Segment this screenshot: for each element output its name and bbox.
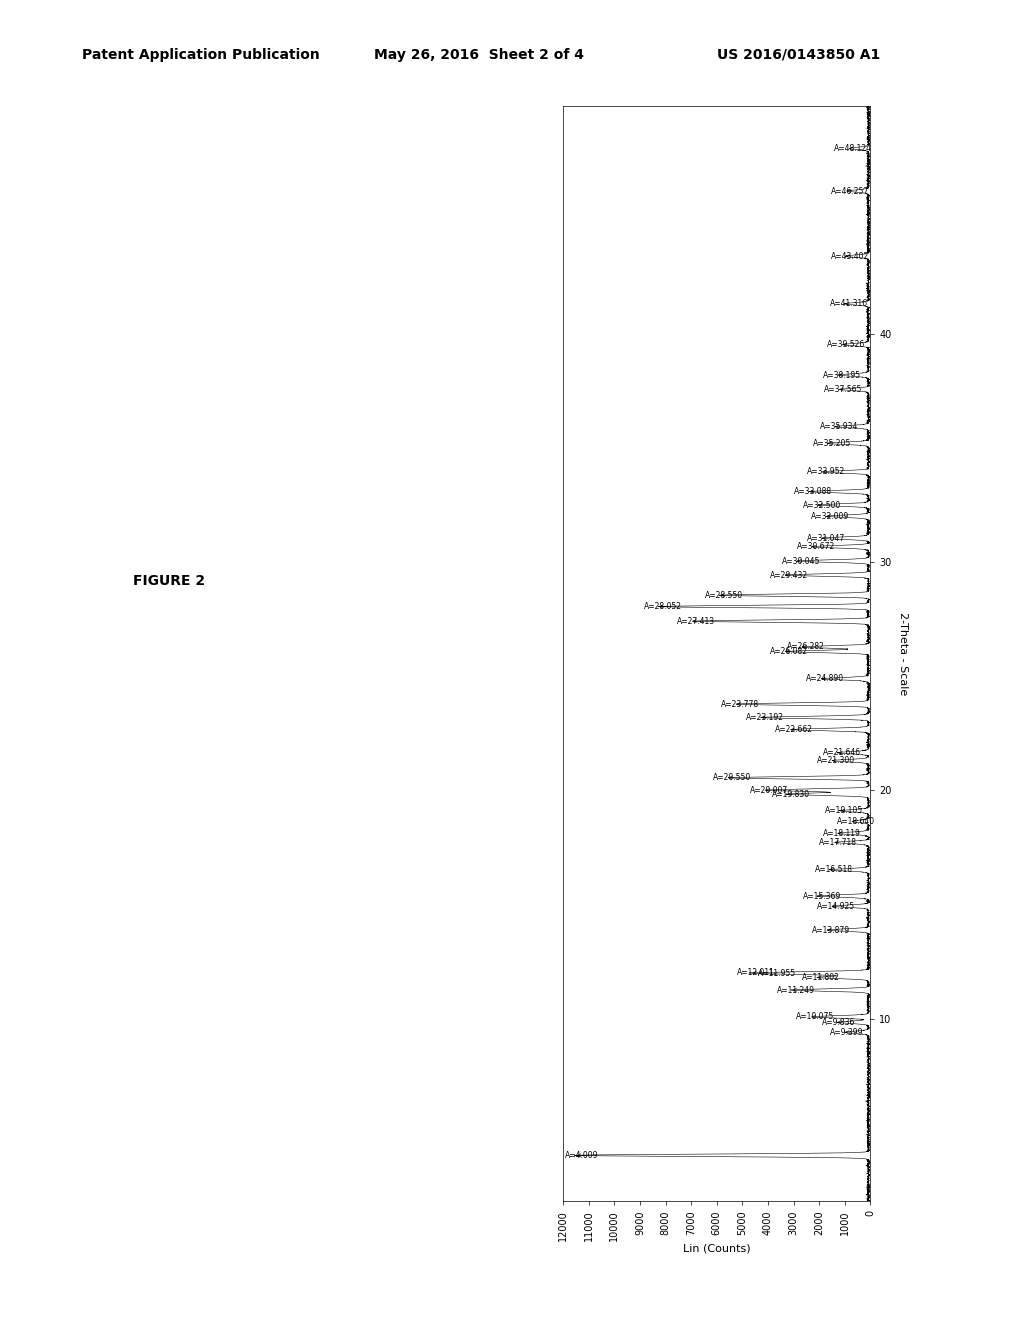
Y-axis label: 2-Theta - Scale: 2-Theta - Scale bbox=[898, 611, 908, 696]
Text: A=24.890: A=24.890 bbox=[806, 675, 844, 684]
Text: A=26.082: A=26.082 bbox=[770, 647, 808, 656]
Text: A=38.195: A=38.195 bbox=[823, 371, 861, 380]
Text: A=20.550: A=20.550 bbox=[713, 774, 751, 783]
Text: A=30.045: A=30.045 bbox=[781, 557, 820, 565]
X-axis label: Lin (Counts): Lin (Counts) bbox=[683, 1243, 751, 1254]
Text: A=13.879: A=13.879 bbox=[812, 925, 850, 935]
Text: A=30.672: A=30.672 bbox=[797, 543, 835, 552]
Text: FIGURE 2: FIGURE 2 bbox=[133, 574, 205, 587]
Text: A=32.009: A=32.009 bbox=[811, 512, 849, 521]
Text: A=37.565: A=37.565 bbox=[824, 385, 862, 393]
Text: A=35.205: A=35.205 bbox=[813, 438, 851, 447]
Text: A=43.402: A=43.402 bbox=[830, 252, 869, 260]
Text: A=20.007: A=20.007 bbox=[750, 785, 788, 795]
Text: A=26.282: A=26.282 bbox=[787, 643, 825, 652]
Text: A=28.052: A=28.052 bbox=[644, 602, 682, 611]
Text: Patent Application Publication: Patent Application Publication bbox=[82, 48, 319, 62]
Text: A=27.413: A=27.413 bbox=[677, 616, 716, 626]
Text: A=23.778: A=23.778 bbox=[721, 700, 759, 709]
Text: A=39.526: A=39.526 bbox=[827, 341, 865, 350]
Text: A=9.399: A=9.399 bbox=[829, 1028, 863, 1036]
Text: A=9.836: A=9.836 bbox=[821, 1018, 855, 1027]
Text: A=10.075: A=10.075 bbox=[797, 1012, 835, 1022]
Text: A=35.934: A=35.934 bbox=[820, 422, 858, 432]
Text: A=22.662: A=22.662 bbox=[775, 725, 813, 734]
Text: May 26, 2016  Sheet 2 of 4: May 26, 2016 Sheet 2 of 4 bbox=[374, 48, 584, 62]
Text: A=19.105: A=19.105 bbox=[825, 807, 863, 816]
Text: A=28.550: A=28.550 bbox=[706, 590, 743, 599]
Text: A=41.316: A=41.316 bbox=[829, 300, 868, 309]
Text: A=16.518: A=16.518 bbox=[815, 866, 853, 874]
Text: A=19.830: A=19.830 bbox=[772, 789, 810, 799]
Text: A=31.047: A=31.047 bbox=[807, 533, 845, 543]
Text: A=11.802: A=11.802 bbox=[802, 973, 840, 982]
Text: A=18.119: A=18.119 bbox=[822, 829, 860, 838]
Text: A=14.925: A=14.925 bbox=[816, 902, 855, 911]
Text: A=17.718: A=17.718 bbox=[819, 838, 857, 847]
Text: A=11.249: A=11.249 bbox=[777, 986, 815, 994]
Text: A=33.952: A=33.952 bbox=[807, 467, 846, 477]
Text: A=21.300: A=21.300 bbox=[816, 756, 855, 766]
Text: A=21.646: A=21.646 bbox=[823, 748, 861, 758]
Text: US 2016/0143850 A1: US 2016/0143850 A1 bbox=[717, 48, 880, 62]
Text: A=32.500: A=32.500 bbox=[803, 500, 842, 510]
Text: A=33.088: A=33.088 bbox=[795, 487, 833, 496]
Text: A=18.640: A=18.640 bbox=[837, 817, 876, 826]
Text: A=46.257: A=46.257 bbox=[831, 186, 869, 195]
Text: A=23.192: A=23.192 bbox=[745, 713, 783, 722]
Text: A=15.369: A=15.369 bbox=[803, 891, 841, 900]
Text: A=29.432: A=29.432 bbox=[770, 570, 808, 579]
Text: A=4.009: A=4.009 bbox=[564, 1151, 598, 1160]
Text: A=12.011: A=12.011 bbox=[737, 968, 775, 977]
Text: A=11.955: A=11.955 bbox=[758, 969, 797, 978]
Text: A=48.124: A=48.124 bbox=[834, 144, 872, 153]
